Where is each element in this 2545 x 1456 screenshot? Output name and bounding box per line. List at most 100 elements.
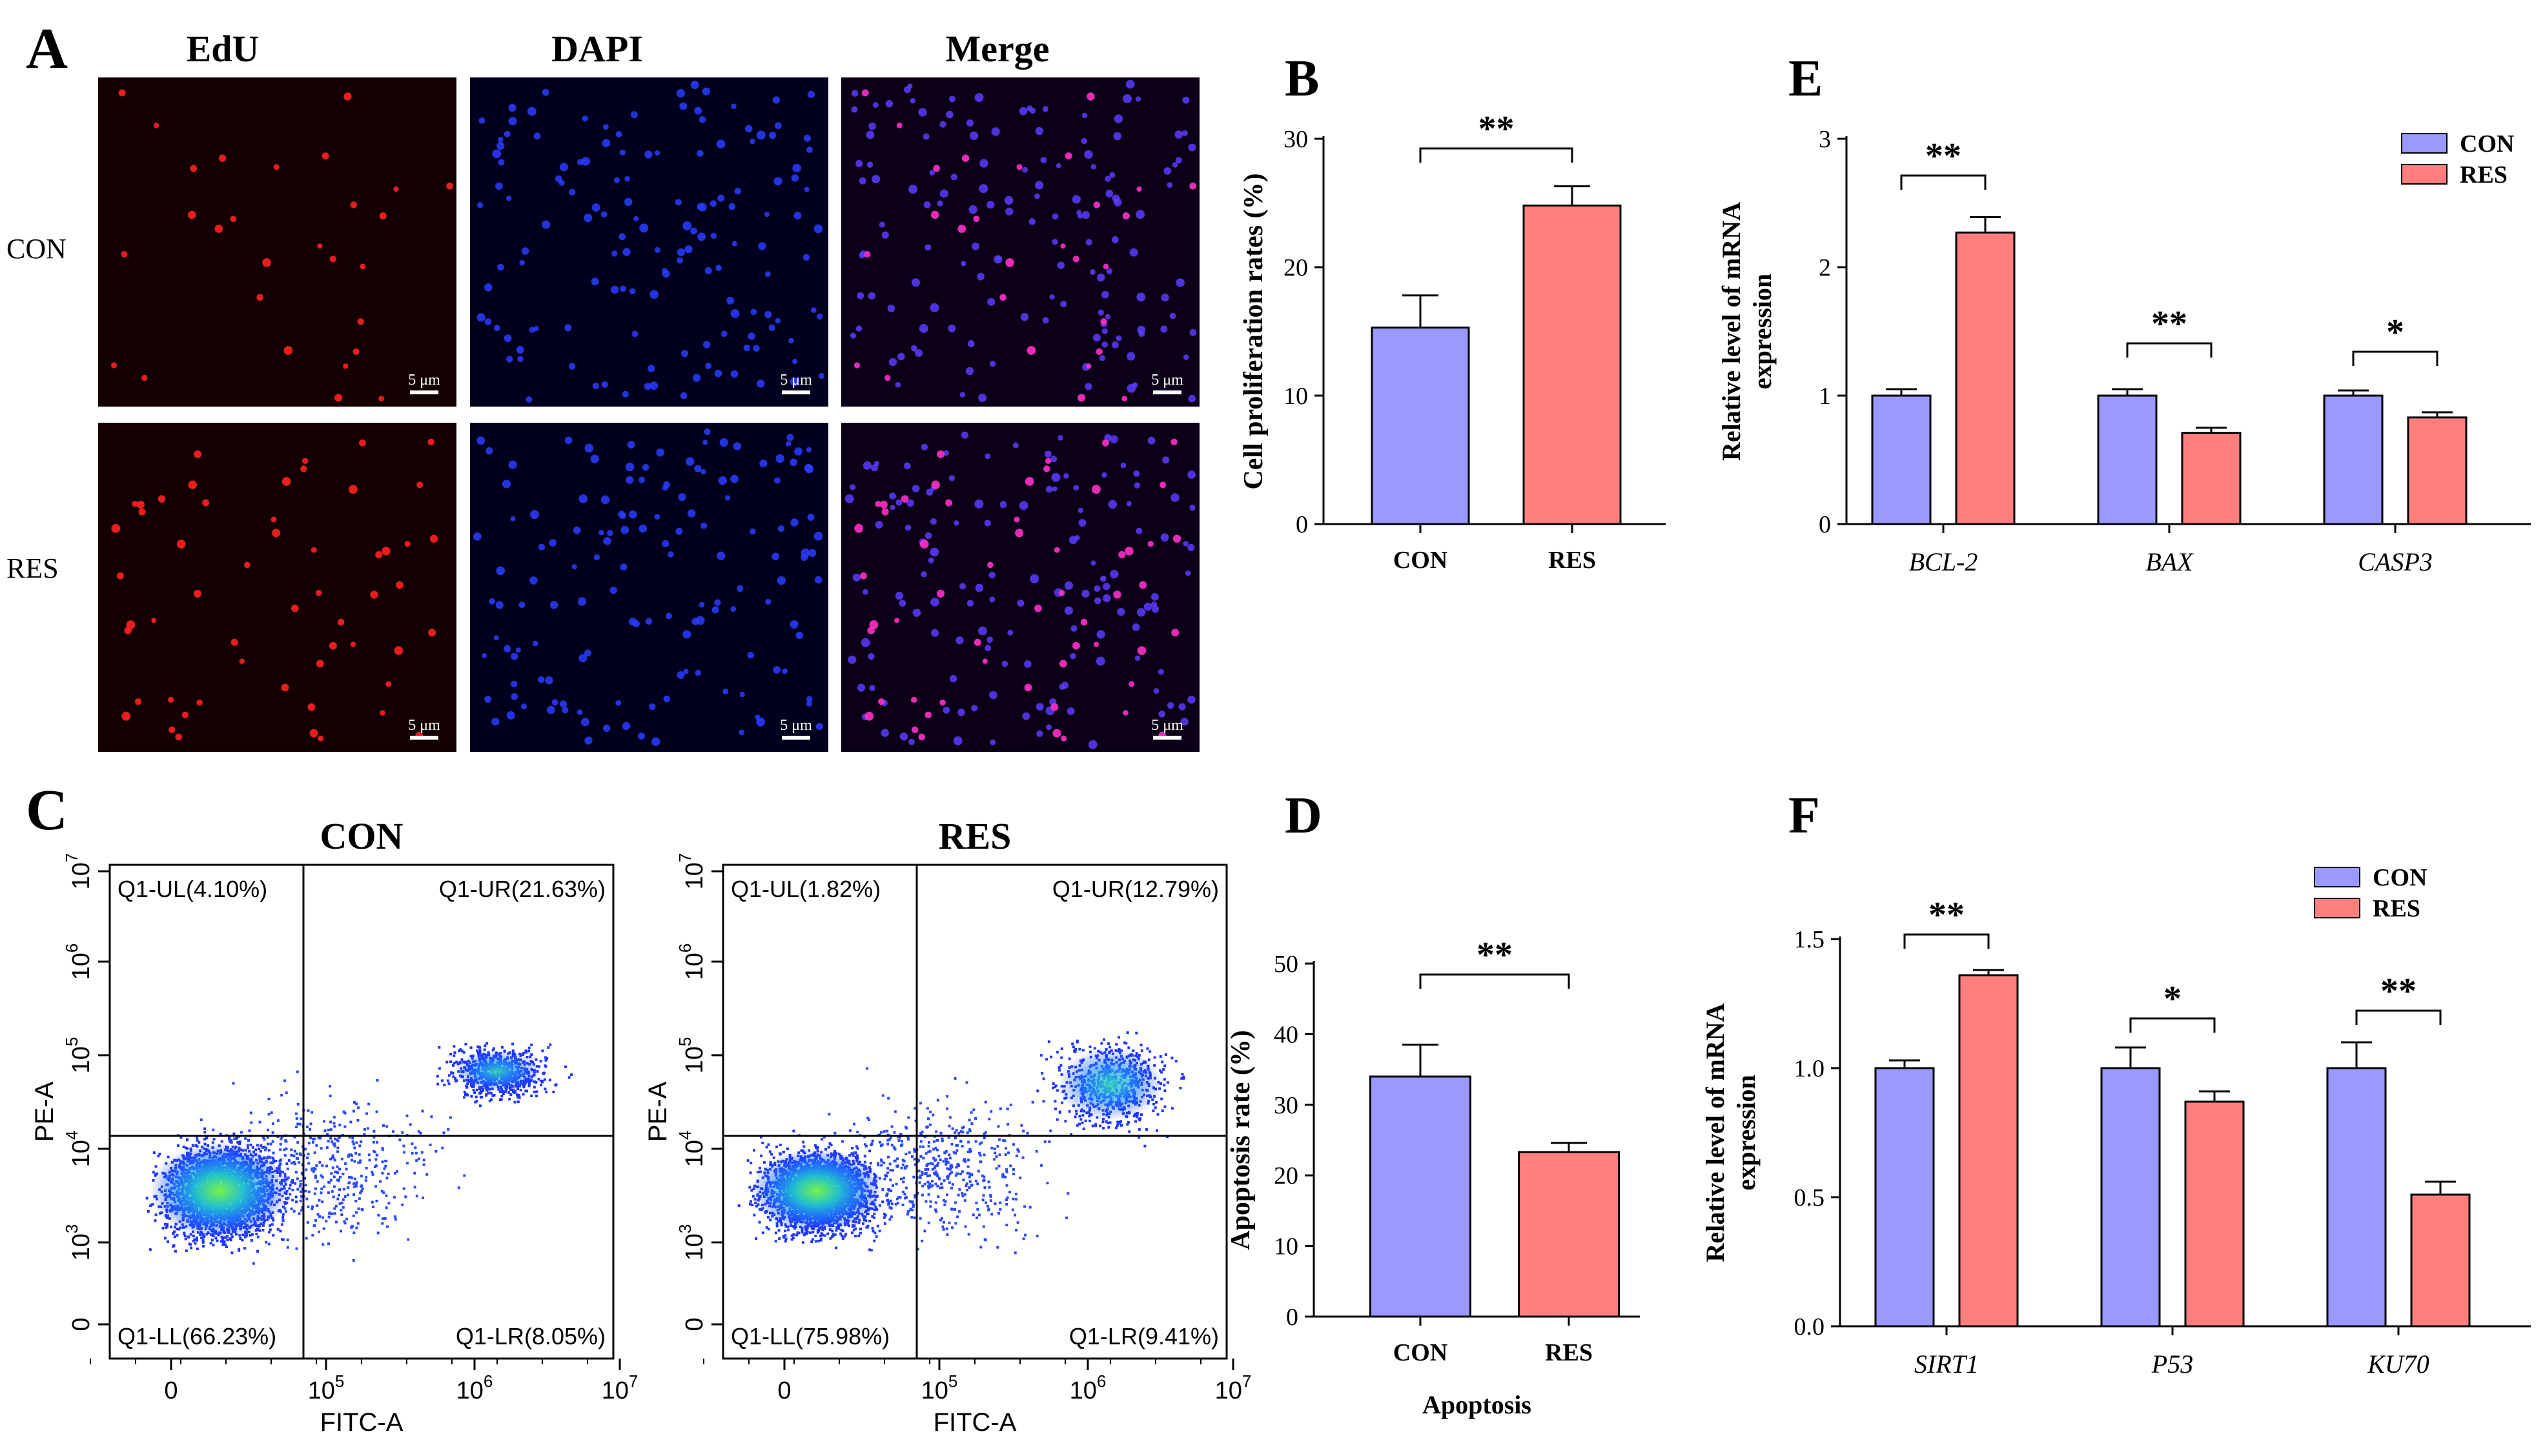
event-dot xyxy=(333,1158,336,1162)
event-dot xyxy=(258,1229,261,1232)
event-dot xyxy=(291,1188,294,1191)
event-dot xyxy=(345,1217,349,1220)
event-dot xyxy=(354,1177,356,1180)
event-dot xyxy=(293,1135,296,1138)
event-dot xyxy=(280,1137,283,1140)
event-dot xyxy=(381,1171,384,1175)
event-dot xyxy=(449,1060,453,1064)
event-dot xyxy=(442,1131,445,1135)
event-dot xyxy=(544,1078,546,1081)
quadrant-ll: Q1-LL(66.23%) xyxy=(118,1323,276,1350)
event-dot xyxy=(473,1091,476,1095)
event-dot xyxy=(161,1226,165,1229)
event-dot xyxy=(854,1235,857,1238)
event-dot xyxy=(452,1075,455,1078)
event-dot xyxy=(220,1140,223,1143)
event-dot xyxy=(429,1143,432,1146)
event-dot xyxy=(298,1212,301,1215)
event-dot xyxy=(333,1142,336,1146)
event-dot xyxy=(312,1140,314,1144)
event-dot xyxy=(228,1136,231,1139)
event-dot xyxy=(403,1151,405,1154)
event-dot xyxy=(765,1146,768,1149)
event-dot xyxy=(303,1177,307,1180)
event-dot xyxy=(312,1167,316,1170)
event-dot xyxy=(256,1235,260,1239)
event-dot xyxy=(185,1249,188,1252)
event-dot xyxy=(404,1195,407,1198)
event-dot xyxy=(294,1195,298,1198)
event-dot xyxy=(272,1151,275,1155)
event-dot xyxy=(513,1091,516,1094)
event-dot xyxy=(513,1100,516,1104)
scale-bar-label: 5 μm xyxy=(1151,372,1183,389)
event-dot xyxy=(303,1148,307,1151)
event-dot xyxy=(485,1093,488,1096)
event-dot xyxy=(540,1084,542,1087)
event-dot xyxy=(476,1049,479,1053)
event-dot xyxy=(353,1231,356,1235)
event-dot xyxy=(347,1155,350,1158)
event-dot xyxy=(524,1051,527,1054)
event-dot xyxy=(382,1191,385,1194)
event-dot xyxy=(365,1176,368,1179)
event-dot xyxy=(284,1139,287,1142)
event-dot xyxy=(360,1140,363,1143)
event-dot xyxy=(352,1109,355,1113)
event-dot xyxy=(203,1138,206,1141)
event-dot xyxy=(296,1177,299,1180)
event-dot xyxy=(258,1148,261,1151)
event-dot xyxy=(312,1224,316,1227)
event-dot xyxy=(767,1143,770,1146)
event-dot xyxy=(307,1153,310,1155)
event-dot xyxy=(475,1100,478,1103)
event-dot xyxy=(296,1070,299,1073)
event-dot xyxy=(322,1227,325,1230)
event-dot xyxy=(320,1174,323,1177)
event-dot xyxy=(198,1141,201,1144)
event-dot xyxy=(453,1051,456,1055)
event-dot xyxy=(349,1120,353,1124)
event-dot xyxy=(541,1049,544,1053)
event-dot xyxy=(385,1177,389,1180)
event-dot xyxy=(166,1223,169,1226)
event-dot xyxy=(359,1191,362,1195)
event-dot xyxy=(555,1083,558,1086)
event-dot xyxy=(313,1192,316,1195)
event-dot xyxy=(236,1141,240,1144)
event-dot xyxy=(527,1046,531,1049)
event-dot xyxy=(281,1218,285,1222)
quadrant-lr: Q1-LR(8.05%) xyxy=(456,1323,606,1350)
event-dot xyxy=(309,1137,312,1140)
event-dot xyxy=(544,1056,547,1059)
event-dot xyxy=(333,1144,336,1148)
event-dot xyxy=(167,1240,169,1243)
event-dot xyxy=(381,1147,384,1150)
y-tick-exponent: 6 xyxy=(62,944,81,953)
event-dot xyxy=(352,1214,355,1217)
panel-a-microscopy: EdU DAPI Merge CON RES 5 μm 5 μm 5 μm5 μm 5… xyxy=(6,28,1200,752)
event-dot xyxy=(409,1123,412,1126)
event-dot xyxy=(311,1233,314,1237)
micrograph-frame xyxy=(841,423,1200,752)
event-dot xyxy=(261,1229,265,1232)
event-dot xyxy=(868,1248,872,1251)
event-dot xyxy=(315,1144,318,1147)
event-dot xyxy=(330,1172,333,1175)
event-dot xyxy=(396,1170,399,1173)
micrograph-frame xyxy=(470,423,828,752)
event-dot xyxy=(311,1111,314,1114)
event-dot xyxy=(308,1142,311,1145)
event-dot xyxy=(342,1173,345,1176)
event-dot xyxy=(401,1131,404,1134)
event-dot xyxy=(488,1099,491,1102)
event-dot xyxy=(265,1240,268,1244)
event-dot xyxy=(868,1149,872,1153)
event-dot xyxy=(774,1240,777,1243)
event-dot xyxy=(871,1139,874,1142)
event-dot xyxy=(353,1101,356,1104)
event-dot xyxy=(187,1236,190,1239)
event-dot xyxy=(354,1152,358,1155)
event-dot xyxy=(148,1248,152,1251)
